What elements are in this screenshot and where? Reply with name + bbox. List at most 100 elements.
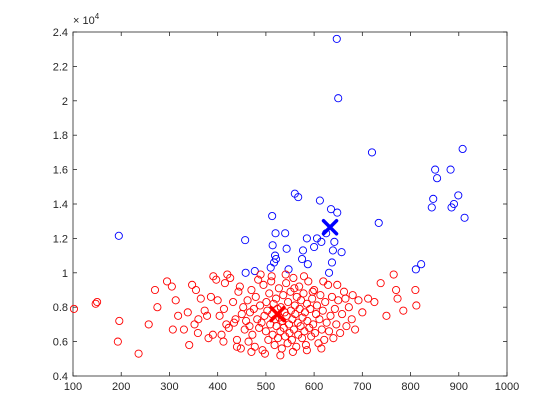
data-point [206,292,215,301]
svg-text:× 104: × 104 [73,12,100,27]
y-tick-label: 1.2 [53,233,68,245]
centroid-marker [321,218,339,236]
data-point [312,301,322,310]
data-point [341,294,350,303]
data-point [271,254,281,264]
data-point [226,273,235,283]
data-point [115,316,124,326]
data-point [113,337,122,346]
data-point [235,282,244,291]
data-point [213,296,222,305]
data-point [431,165,440,174]
data-point [247,285,256,295]
data-point [354,296,363,305]
data-point [193,328,202,338]
data-point [327,258,337,267]
data-point [348,291,357,300]
x-tick-label: 800 [401,381,419,393]
data-point [190,320,199,329]
data-point [153,303,162,312]
data-point [322,318,331,327]
data-point [183,308,192,317]
data-point [327,292,337,301]
y-tick-label: 2.4 [53,27,68,39]
data-point [298,254,307,264]
data-point [315,196,324,205]
data-point [215,311,224,320]
data-point [433,174,442,183]
plot-area [72,31,508,377]
centroid-marker [269,305,286,323]
data-point [134,349,143,358]
y-tick-label: 0.8 [53,302,68,314]
data-point [288,347,297,356]
data-point [282,311,291,320]
data-point [326,311,335,320]
data-point [344,303,353,312]
data-point [150,285,160,295]
data-point [330,237,339,246]
data-point [367,148,377,157]
data-point [315,315,324,324]
y-tick-label: 1.6 [53,165,68,177]
data-point [393,294,402,303]
data-point [243,296,252,305]
data-point [185,340,194,350]
data-point [144,320,153,329]
x-tick-label: 200 [112,381,130,393]
data-point [294,193,303,202]
data-point [411,265,420,274]
centroid-stroke [321,218,339,236]
data-point [374,218,383,227]
data-point [446,165,455,174]
data-point [236,344,245,353]
centroid-markers [269,218,339,323]
y-axis: 0.4 0.6 0.8 1 1.2 1.4 1.6 1.8 2 2.2 2.4 [53,27,507,383]
data-point [230,318,239,327]
data-point [271,229,280,238]
data-point [231,315,240,324]
data-point [306,304,315,313]
x-axis: 100 200 300 400 500 600 700 800 900 1000 [64,32,519,393]
data-point [270,340,279,350]
y-axis-exponent-label: × 104 [73,12,100,27]
data-point [179,325,188,334]
data-point [389,270,398,279]
x-tick-label: 900 [450,381,468,393]
y-tick-label: 0.6 [53,337,68,349]
data-point [167,282,176,291]
data-point [318,306,327,315]
data-point [250,267,259,276]
data-point [336,328,345,338]
data-point [267,277,276,286]
data-points [69,34,469,360]
data-point [289,273,298,283]
data-point [296,322,305,331]
y-tick-label: 0.4 [53,371,68,383]
data-point [302,234,311,243]
data-point [256,301,265,310]
data-point [299,272,309,281]
data-point [203,311,212,320]
data-point [460,213,469,222]
data-point [248,330,257,339]
data-point [265,289,274,298]
data-point [162,277,172,286]
data-point [174,311,183,320]
data-point [254,275,263,284]
data-point [298,246,308,255]
y-exponent-power: 4 [95,12,100,21]
x-tick-label: 100 [64,381,82,393]
data-point [255,323,264,332]
data-point [271,251,280,260]
data-point [249,304,258,313]
data-point [251,292,260,301]
data-point [317,344,326,353]
data-point [308,287,317,296]
data-point [301,340,310,350]
data-point [298,334,307,343]
data-point [219,337,228,346]
data-point [269,299,278,308]
data-point [220,279,229,288]
